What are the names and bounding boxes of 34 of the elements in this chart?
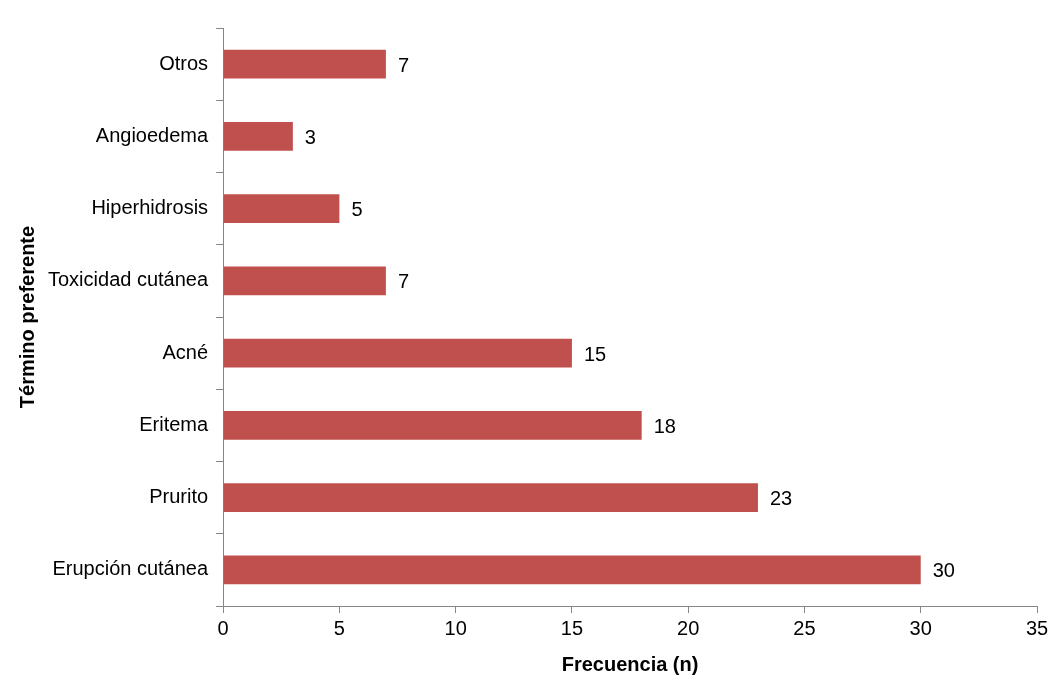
bar bbox=[223, 555, 921, 585]
data-label: 3 bbox=[304, 125, 316, 148]
y-tick-label: Erupción cutánea bbox=[52, 557, 209, 580]
bar bbox=[223, 121, 293, 151]
x-tick-label: 0 bbox=[217, 616, 229, 639]
x-tick-label: 30 bbox=[909, 616, 932, 639]
y-tick-label: Acné bbox=[162, 340, 209, 363]
x-tick-label: 10 bbox=[444, 616, 467, 639]
y-tick-label: Prurito bbox=[149, 485, 209, 508]
data-label: 7 bbox=[397, 53, 410, 76]
y-tick-label: Otros bbox=[159, 51, 209, 74]
y-tick-label: Angioedema bbox=[95, 123, 209, 146]
data-label: 30 bbox=[932, 559, 955, 582]
bar bbox=[223, 49, 386, 79]
data-label: 7 bbox=[397, 270, 410, 293]
x-tick-label: 15 bbox=[560, 616, 584, 639]
x-tick-label: 20 bbox=[677, 616, 700, 639]
data-label: 15 bbox=[583, 342, 607, 365]
bar bbox=[223, 338, 572, 368]
x-tick-label: 25 bbox=[793, 616, 816, 639]
y-tick-label: Toxicidad cutánea bbox=[48, 268, 209, 291]
data-label: 18 bbox=[653, 414, 676, 437]
bar bbox=[223, 483, 758, 513]
x-axis-title: Frecuencia (n) bbox=[561, 652, 699, 675]
bar bbox=[223, 410, 642, 440]
x-tick-label: 5 bbox=[333, 616, 345, 639]
data-label: 23 bbox=[769, 487, 793, 510]
y-axis-title: Término preferente bbox=[15, 225, 38, 409]
y-tick-label: Eritema bbox=[139, 412, 209, 435]
data-label: 5 bbox=[351, 198, 363, 221]
x-tick-label: 35 bbox=[1025, 616, 1049, 639]
y-tick-label: Hiperhidrosis bbox=[91, 196, 209, 219]
bar bbox=[223, 194, 340, 224]
bar bbox=[223, 266, 386, 296]
